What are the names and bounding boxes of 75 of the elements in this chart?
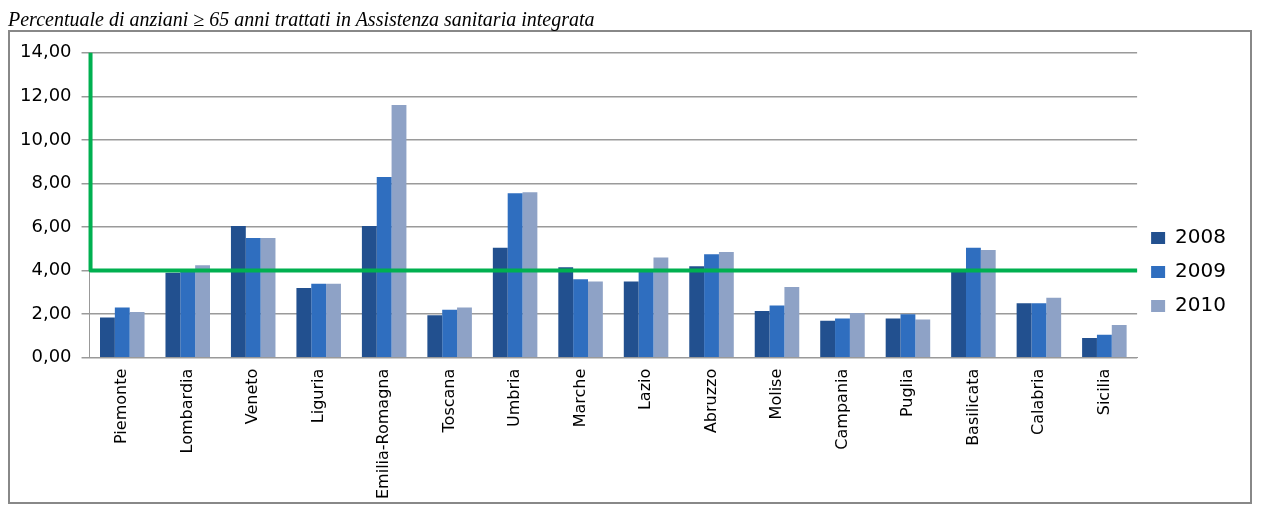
x-tick-label: Lazio	[635, 368, 655, 411]
bar	[915, 319, 931, 357]
y-tick-label: 4,00	[31, 258, 72, 280]
bar	[588, 281, 603, 357]
bar	[376, 176, 392, 357]
x-tick-label: Basilicata	[962, 368, 982, 446]
bar	[638, 271, 654, 357]
bar	[1111, 325, 1127, 357]
bar	[522, 192, 538, 357]
x-tick-label: Abruzzo	[700, 368, 720, 434]
bar	[653, 257, 669, 357]
x-tick-label: Sicilia	[1093, 368, 1113, 416]
bar	[820, 320, 836, 357]
x-tick-label: Campania	[831, 368, 851, 450]
bar	[849, 313, 865, 357]
x-tick-label: Piemonte	[111, 368, 131, 444]
bar	[361, 225, 377, 357]
bar	[165, 272, 181, 357]
x-tick-label: Lombardia	[176, 368, 196, 454]
y-tick-label: 2,00	[31, 301, 72, 323]
bar	[326, 283, 341, 357]
bar	[100, 317, 115, 357]
legend-label: 2009	[1175, 258, 1227, 283]
bar	[391, 105, 407, 357]
bar	[260, 237, 276, 357]
chart-title: Percentuale di anziani ≥ 65 anni trattati in Assistenza sanitaria integrata	[8, 8, 596, 30]
bar	[245, 237, 261, 357]
x-tick-label: Calabria	[1028, 368, 1048, 435]
y-tick-label: 10,00	[20, 127, 72, 149]
bar	[966, 247, 981, 357]
bar	[492, 247, 508, 357]
y-tick-label: 6,00	[31, 214, 72, 236]
bar	[769, 305, 785, 357]
y-tick-label: 8,00	[31, 171, 72, 193]
bar	[195, 265, 210, 357]
bar	[704, 254, 719, 357]
bar	[1082, 338, 1097, 357]
legend-label: 2010	[1175, 292, 1227, 317]
bar	[689, 266, 705, 357]
bar	[754, 310, 770, 357]
bar	[784, 286, 800, 357]
y-tick-label: 0,00	[31, 345, 72, 367]
y-tick-label: 14,00	[20, 40, 72, 62]
bar	[1046, 297, 1062, 357]
legend-label: 2008	[1175, 224, 1227, 249]
x-tick-label: Liguria	[307, 368, 327, 424]
y-tick-label: 12,00	[20, 84, 72, 106]
bar	[573, 279, 588, 357]
bar	[558, 267, 574, 357]
x-tick-label: Puglia	[897, 368, 917, 418]
x-tick-label: Marche	[569, 368, 589, 428]
bar	[1031, 303, 1047, 357]
bar	[835, 318, 850, 357]
bar	[442, 309, 458, 357]
bar	[507, 193, 523, 357]
bar	[718, 252, 734, 357]
bar	[1096, 334, 1112, 357]
bar	[951, 271, 966, 357]
bar	[129, 311, 145, 357]
bar	[900, 314, 916, 357]
x-tick-label: Emilia-Romagna	[373, 368, 393, 500]
bar	[296, 288, 312, 357]
bar	[457, 307, 472, 357]
bar	[230, 225, 246, 357]
x-tick-label: Umbria	[504, 368, 524, 427]
bar	[427, 315, 443, 357]
x-tick-label: Veneto	[242, 368, 262, 425]
bar	[1016, 303, 1032, 357]
x-tick-label: Toscana	[438, 368, 458, 434]
bar	[114, 307, 130, 357]
bar	[623, 281, 639, 357]
bar	[311, 283, 327, 357]
x-tick-label: Molise	[766, 368, 786, 420]
bar	[885, 318, 901, 357]
bar	[980, 249, 996, 357]
